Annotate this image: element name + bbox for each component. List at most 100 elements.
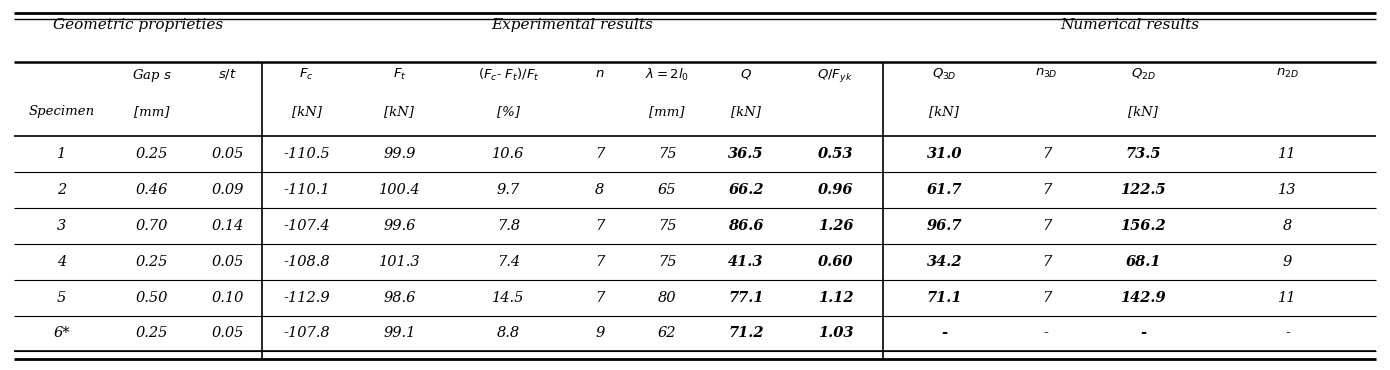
Text: $Q/F_{yk}$: $Q/F_{yk}$ [817,67,853,84]
Text: 41.3: 41.3 [728,255,764,269]
Text: 0.25: 0.25 [135,255,168,269]
Text: Specimen: Specimen [29,105,95,118]
Text: -: - [941,326,948,340]
Text: 11: 11 [1279,147,1297,161]
Text: 7.8: 7.8 [496,219,520,233]
Text: $\lambda=2l_0$: $\lambda=2l_0$ [645,67,689,83]
Text: Gap $s$: Gap $s$ [132,67,171,84]
Text: 99.6: 99.6 [384,219,416,233]
Text: 7.4: 7.4 [496,255,520,269]
Text: 1.26: 1.26 [817,219,853,233]
Text: 71.1: 71.1 [927,290,962,305]
Text: [kN]: [kN] [930,105,959,118]
Text: 1.12: 1.12 [817,290,853,305]
Text: $n_{2D}$: $n_{2D}$ [1276,67,1300,80]
Text: 80: 80 [657,290,677,305]
Text: 8: 8 [1283,219,1293,233]
Text: 0.25: 0.25 [135,326,168,340]
Text: 5: 5 [57,290,67,305]
Text: [mm]: [mm] [133,105,170,118]
Text: $n_{3D}$: $n_{3D}$ [1036,67,1058,80]
Text: 71.2: 71.2 [728,326,764,340]
Text: 75: 75 [657,219,677,233]
Text: 34.2: 34.2 [927,255,962,269]
Text: 66.2: 66.2 [728,183,764,197]
Text: [%]: [%] [498,105,520,118]
Text: $Q_{3D}$: $Q_{3D}$ [931,67,956,82]
Text: 7: 7 [1042,147,1051,161]
Text: 0.05: 0.05 [211,147,245,161]
Text: 8: 8 [595,183,605,197]
Text: 7: 7 [595,147,605,161]
Text: $Q$: $Q$ [739,67,752,81]
Text: 11: 11 [1279,290,1297,305]
Text: 100.4: 100.4 [378,183,420,197]
Text: 96.7: 96.7 [927,219,962,233]
Text: 7: 7 [1042,219,1051,233]
Text: $(F_c$- $F_t)/F_t$: $(F_c$- $F_t)/F_t$ [478,67,539,83]
Text: $s/t$: $s/t$ [218,67,238,81]
Text: 7: 7 [1042,255,1051,269]
Text: 3: 3 [57,219,67,233]
Text: 0.10: 0.10 [211,290,245,305]
Text: 1: 1 [57,147,67,161]
Text: 4: 4 [57,255,67,269]
Text: [kN]: [kN] [385,105,414,118]
Text: 0.70: 0.70 [135,219,168,233]
Text: $F_t$: $F_t$ [392,67,406,82]
Text: 6*: 6* [53,326,70,340]
Text: 0.25: 0.25 [135,147,168,161]
Text: -: - [1140,326,1147,340]
Text: -108.8: -108.8 [284,255,329,269]
Text: 99.9: 99.9 [384,147,416,161]
Text: 2: 2 [57,183,67,197]
Text: [kN]: [kN] [292,105,321,118]
Text: 0.05: 0.05 [211,255,245,269]
Text: 0.53: 0.53 [817,147,853,161]
Text: 0.14: 0.14 [211,219,245,233]
Text: 31.0: 31.0 [927,147,962,161]
Text: 0.96: 0.96 [817,183,853,197]
Text: 10.6: 10.6 [492,147,524,161]
Text: $Q_{2D}$: $Q_{2D}$ [1130,67,1155,82]
Text: 142.9: 142.9 [1120,290,1166,305]
Text: 65: 65 [657,183,677,197]
Text: 75: 75 [657,147,677,161]
Text: $F_c$: $F_c$ [299,67,314,82]
Text: 36.5: 36.5 [728,147,764,161]
Text: 68.1: 68.1 [1126,255,1161,269]
Text: 98.6: 98.6 [384,290,416,305]
Text: 9: 9 [595,326,605,340]
Text: 75: 75 [657,255,677,269]
Text: [kN]: [kN] [1129,105,1158,118]
Text: 9.7: 9.7 [496,183,520,197]
Text: [mm]: [mm] [649,105,685,118]
Text: $n$: $n$ [595,67,605,80]
Text: 14.5: 14.5 [492,290,524,305]
Text: 77.1: 77.1 [728,290,764,305]
Text: 0.46: 0.46 [135,183,168,197]
Text: 7: 7 [595,219,605,233]
Text: 156.2: 156.2 [1120,219,1166,233]
Text: -110.1: -110.1 [284,183,329,197]
Text: 7: 7 [1042,290,1051,305]
Text: -: - [1286,326,1290,340]
Text: Geometric proprieties: Geometric proprieties [53,18,222,32]
Text: -110.5: -110.5 [284,147,329,161]
Text: 1.03: 1.03 [817,326,853,340]
Text: Experimental results: Experimental results [492,18,653,32]
Text: 7: 7 [595,255,605,269]
Text: 73.5: 73.5 [1126,147,1161,161]
Text: 8.8: 8.8 [496,326,520,340]
Text: -107.4: -107.4 [284,219,329,233]
Text: 7: 7 [595,290,605,305]
Text: -112.9: -112.9 [284,290,329,305]
Text: 62: 62 [657,326,677,340]
Text: [kN]: [kN] [731,105,760,118]
Text: 122.5: 122.5 [1120,183,1166,197]
Text: 9: 9 [1283,255,1293,269]
Text: 13: 13 [1279,183,1297,197]
Text: 0.05: 0.05 [211,326,245,340]
Text: 0.50: 0.50 [135,290,168,305]
Text: 101.3: 101.3 [378,255,420,269]
